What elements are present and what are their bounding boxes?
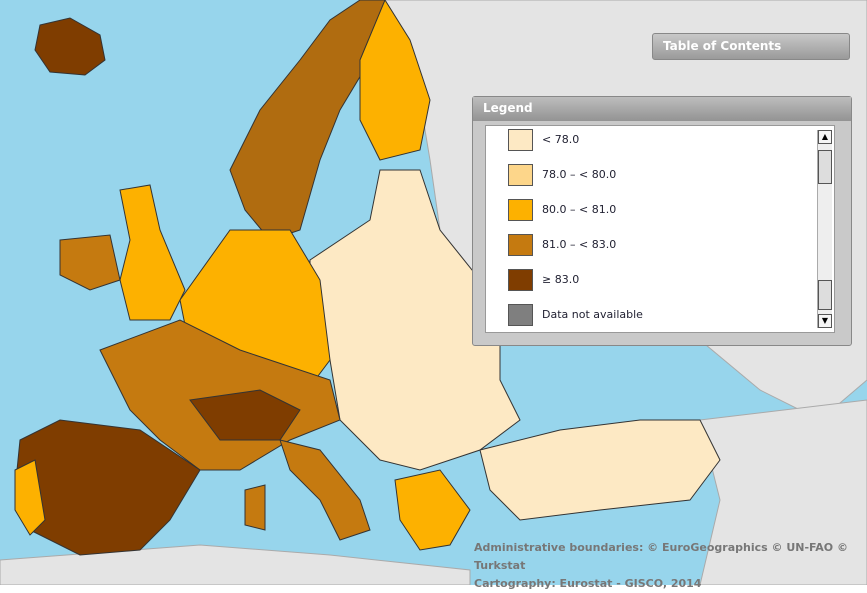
region xyxy=(14,459,46,536)
legend-title: Legend xyxy=(483,101,533,115)
legend-label: ≥ 83.0 xyxy=(542,273,580,286)
scroll-down[interactable]: ▼ xyxy=(818,314,832,328)
region xyxy=(309,169,521,471)
attribution-line: Cartography: Eurostat - GISCO, 2014 xyxy=(474,577,702,590)
legend-label: Data not available xyxy=(542,308,643,321)
toc-title: Table of Contents xyxy=(663,39,782,53)
legend-item: 78.0 – < 80.0 xyxy=(508,162,808,188)
legend-swatch xyxy=(508,129,533,151)
legend-label: 80.0 – < 81.0 xyxy=(542,203,617,216)
region xyxy=(59,234,121,291)
scroll-up[interactable]: ▲ xyxy=(818,130,832,144)
legend-swatch xyxy=(508,234,533,256)
region xyxy=(359,0,431,161)
legend-swatch xyxy=(508,269,533,291)
land-no-data xyxy=(0,544,471,585)
legend-item: 80.0 – < 81.0 xyxy=(508,197,808,223)
attribution-line: Administrative boundaries: © EuroGeograp… xyxy=(474,541,848,572)
region xyxy=(279,439,371,541)
legend-body: < 78.0 78.0 – < 80.0 80.0 – < 81.0 81.0 – <… xyxy=(485,125,835,333)
land-no-data xyxy=(699,399,867,585)
region xyxy=(244,484,266,531)
scrollbar[interactable]: ▲ ▼ xyxy=(817,130,832,328)
legend-label: 78.0 – < 80.0 xyxy=(542,168,617,181)
region xyxy=(394,469,471,551)
region xyxy=(479,419,721,521)
legend-label: < 78.0 xyxy=(542,133,580,146)
legend-swatch xyxy=(508,164,533,186)
table-of-contents-button[interactable]: Table of Contents xyxy=(652,33,850,60)
legend-item: < 78.0 xyxy=(508,127,808,153)
legend-item: 81.0 – < 83.0 xyxy=(508,232,808,258)
legend-header: Legend xyxy=(473,97,851,121)
legend-swatch xyxy=(508,199,533,221)
legend-item: Data not available xyxy=(508,302,808,328)
legend-label: 81.0 – < 83.0 xyxy=(542,238,617,251)
legend-item: ≥ 83.0 xyxy=(508,267,808,293)
region xyxy=(34,17,106,76)
legend-swatch xyxy=(508,304,533,326)
region xyxy=(119,184,186,321)
legend-panel: Legend < 78.0 78.0 – < 80.0 80.0 – < 81.0 8… xyxy=(472,96,852,346)
scroll-thumb[interactable] xyxy=(818,280,832,310)
scroll-thumb[interactable] xyxy=(818,150,832,184)
region xyxy=(189,389,301,441)
